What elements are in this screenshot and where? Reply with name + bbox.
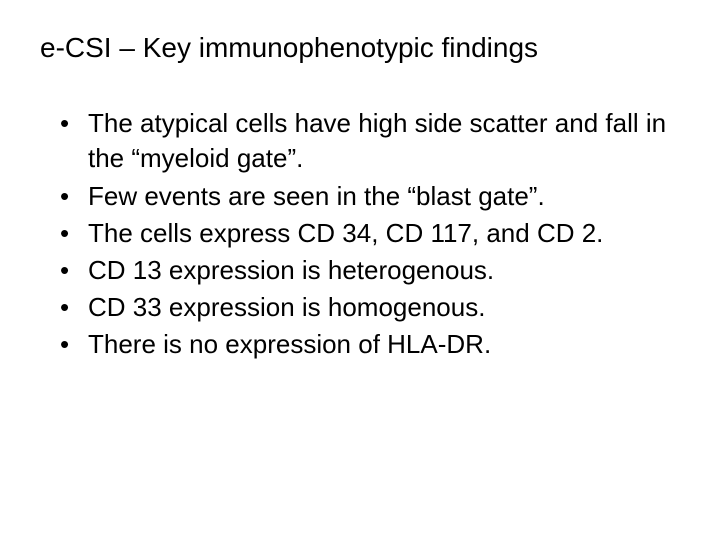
bullet-item: The cells express CD 34, CD 117, and CD …	[60, 216, 680, 251]
bullet-list: The atypical cells have high side scatte…	[40, 106, 680, 362]
bullet-item: CD 33 expression is homogenous.	[60, 290, 680, 325]
bullet-item: Few events are seen in the “blast gate”.	[60, 179, 680, 214]
bullet-item: The atypical cells have high side scatte…	[60, 106, 680, 176]
bullet-item: CD 13 expression is heterogenous.	[60, 253, 680, 288]
bullet-item: There is no expression of HLA-DR.	[60, 327, 680, 362]
slide-title: e-CSI – Key immunophenotypic findings	[40, 30, 680, 66]
